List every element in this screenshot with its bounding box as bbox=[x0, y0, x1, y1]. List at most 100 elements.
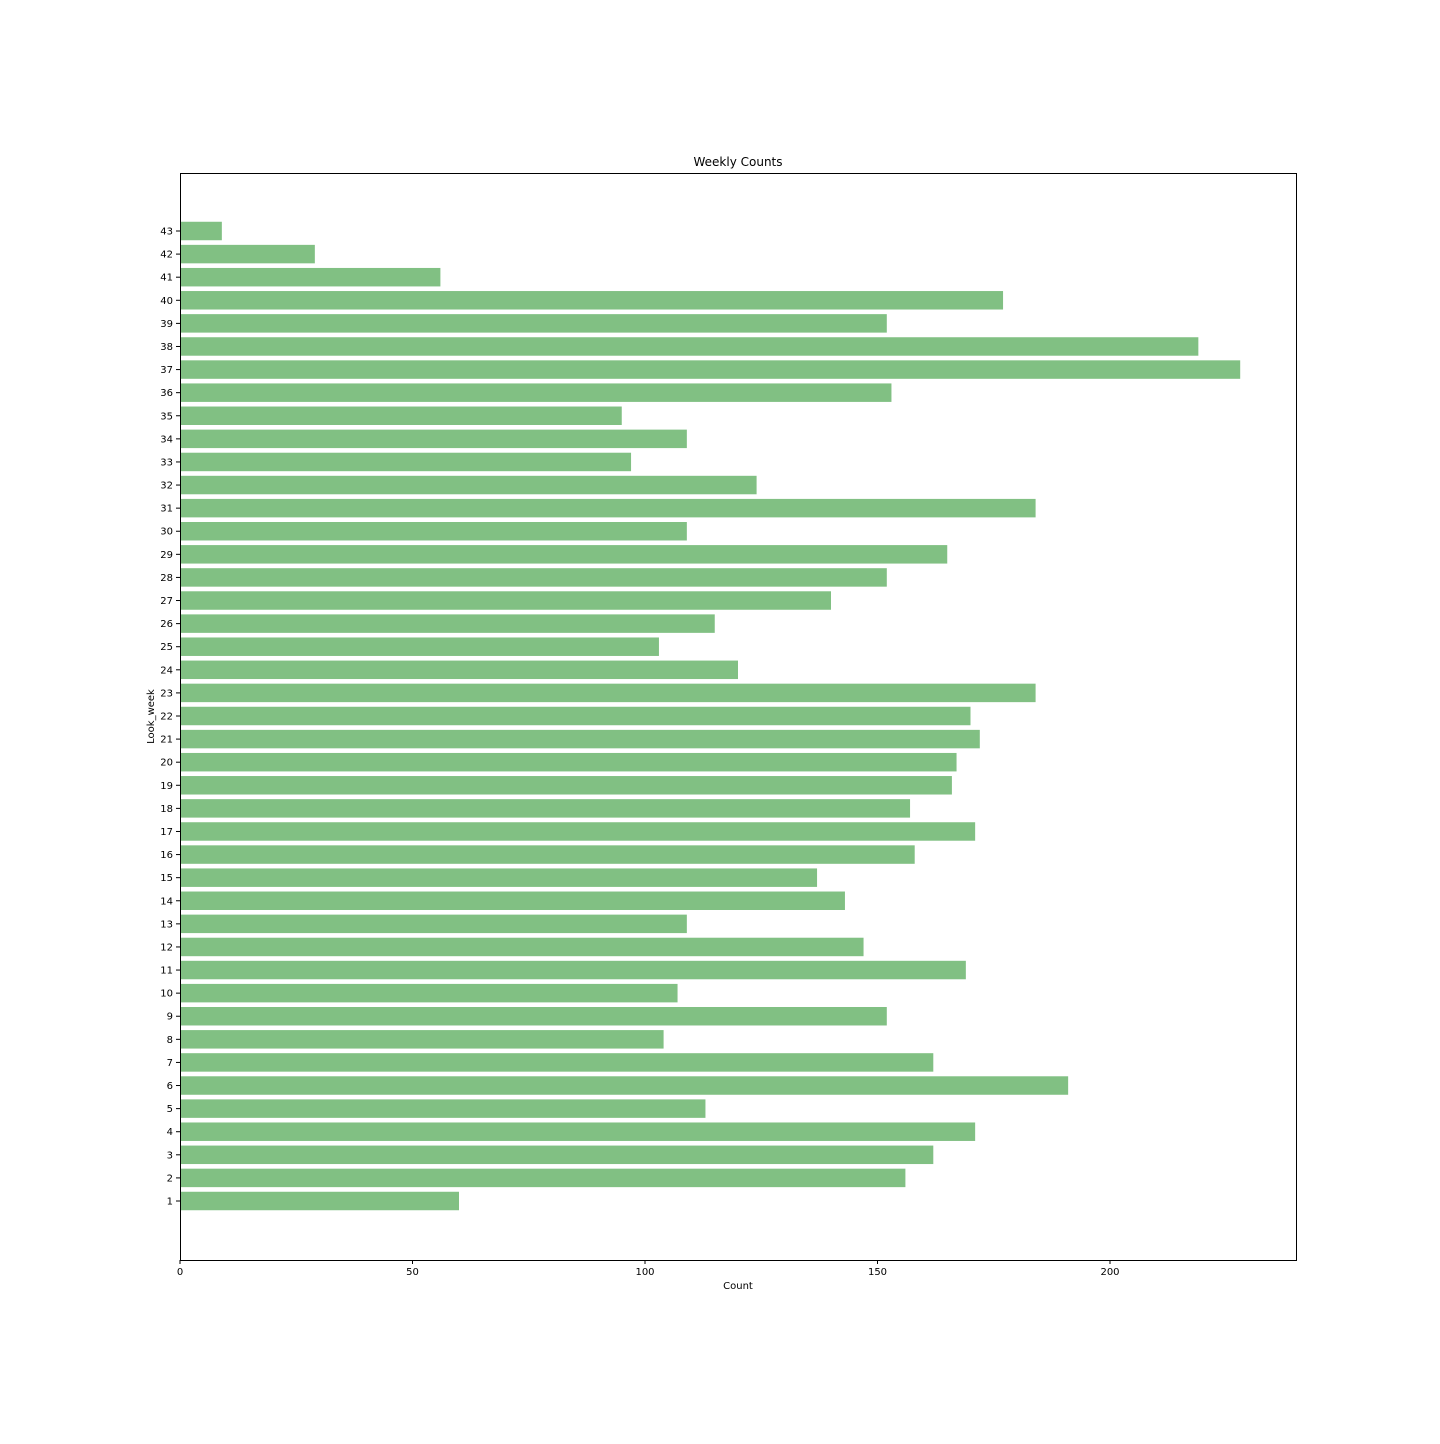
x-tick-label: 100 bbox=[635, 1267, 654, 1278]
bar-week-6 bbox=[180, 1076, 1069, 1095]
bar-week-27 bbox=[180, 591, 831, 610]
bar-week-7 bbox=[180, 1053, 934, 1072]
bar-week-10 bbox=[180, 983, 678, 1003]
bar-week-34 bbox=[180, 429, 687, 449]
y-tick-label: 20 bbox=[160, 758, 173, 769]
y-tick-label: 36 bbox=[160, 388, 173, 399]
y-tick-label: 3 bbox=[167, 1150, 173, 1161]
y-tick-label: 8 bbox=[167, 1035, 173, 1046]
y-tick-label: 11 bbox=[160, 966, 173, 977]
x-tick-label: 200 bbox=[1100, 1267, 1119, 1278]
bar-week-4 bbox=[180, 1122, 976, 1141]
bar-week-17 bbox=[180, 822, 976, 841]
y-tick-label: 9 bbox=[167, 1012, 173, 1023]
y-tick-label: 4 bbox=[167, 1127, 173, 1138]
bar-week-31 bbox=[180, 498, 1036, 518]
y-tick-label: 17 bbox=[160, 827, 173, 838]
bar-week-2 bbox=[180, 1168, 906, 1188]
bar-week-24 bbox=[180, 660, 738, 680]
y-tick-label: 1 bbox=[167, 1197, 173, 1208]
bar-week-40 bbox=[180, 291, 1004, 310]
y-tick-label: 6 bbox=[167, 1081, 173, 1092]
bar-week-1 bbox=[180, 1191, 459, 1211]
y-axis-ticks: 1234567891011121314151617181920212223242… bbox=[160, 227, 180, 1208]
y-tick-label: 16 bbox=[160, 850, 173, 861]
y-tick-label: 14 bbox=[160, 896, 173, 907]
y-tick-label: 32 bbox=[160, 481, 173, 492]
bar-week-38 bbox=[180, 337, 1199, 356]
y-tick-label: 19 bbox=[160, 781, 173, 792]
bar-week-43 bbox=[180, 221, 222, 241]
x-tick-label: 150 bbox=[868, 1267, 887, 1278]
x-tick-label: 50 bbox=[406, 1267, 419, 1278]
y-tick-label: 10 bbox=[160, 989, 173, 1000]
y-tick-label: 21 bbox=[160, 735, 173, 746]
bar-week-5 bbox=[180, 1099, 706, 1118]
x-axis-ticks: 0 50 100 150 200 bbox=[177, 1260, 1120, 1278]
bar-week-35 bbox=[180, 406, 622, 425]
bar-week-16 bbox=[180, 845, 915, 864]
y-tick-label: 15 bbox=[160, 873, 173, 884]
bar-week-14 bbox=[180, 891, 845, 910]
bar-week-15 bbox=[180, 868, 818, 887]
bar-week-37 bbox=[180, 360, 1241, 379]
y-axis-label: Look_week bbox=[146, 689, 157, 744]
y-tick-label: 29 bbox=[160, 550, 173, 561]
y-tick-label: 43 bbox=[160, 227, 173, 238]
bar-week-30 bbox=[180, 522, 687, 541]
bar-week-26 bbox=[180, 614, 715, 633]
bar-week-21 bbox=[180, 729, 980, 749]
bar-week-12 bbox=[180, 937, 864, 957]
bar-week-41 bbox=[180, 267, 441, 287]
y-tick-label: 13 bbox=[160, 919, 173, 930]
bar-week-22 bbox=[180, 706, 971, 726]
y-tick-label: 5 bbox=[167, 1104, 173, 1115]
y-tick-label: 33 bbox=[160, 457, 173, 468]
y-tick-label: 27 bbox=[160, 596, 173, 607]
bar-week-3 bbox=[180, 1145, 934, 1165]
chart-title: Weekly Counts bbox=[693, 155, 782, 169]
bars-layer bbox=[180, 221, 1241, 1211]
bar-week-42 bbox=[180, 244, 315, 264]
y-tick-label: 39 bbox=[160, 319, 173, 330]
y-tick-label: 28 bbox=[160, 573, 173, 584]
y-tick-label: 42 bbox=[160, 250, 173, 261]
bar-week-19 bbox=[180, 776, 952, 795]
y-tick-label: 35 bbox=[160, 411, 173, 422]
bar-week-32 bbox=[180, 475, 757, 495]
y-tick-label: 34 bbox=[160, 434, 173, 445]
y-tick-label: 37 bbox=[160, 365, 173, 376]
y-tick-label: 2 bbox=[167, 1173, 173, 1184]
y-tick-label: 7 bbox=[167, 1058, 173, 1069]
y-tick-label: 23 bbox=[160, 688, 173, 699]
bar-week-28 bbox=[180, 568, 887, 587]
bar-week-29 bbox=[180, 545, 948, 564]
y-tick-label: 25 bbox=[160, 642, 173, 653]
bar-week-20 bbox=[180, 752, 957, 772]
y-tick-label: 26 bbox=[160, 619, 173, 630]
x-tick-label: 0 bbox=[177, 1267, 183, 1278]
y-tick-label: 30 bbox=[160, 527, 173, 538]
bar-week-18 bbox=[180, 799, 911, 818]
y-tick-label: 41 bbox=[160, 273, 173, 284]
y-tick-label: 22 bbox=[160, 712, 173, 723]
bar-week-9 bbox=[180, 1007, 887, 1026]
y-tick-label: 12 bbox=[160, 942, 173, 953]
y-tick-label: 40 bbox=[160, 296, 173, 307]
bar-week-8 bbox=[180, 1030, 664, 1049]
x-axis-label: Count bbox=[723, 1281, 753, 1292]
bar-week-25 bbox=[180, 637, 659, 656]
plot-frame bbox=[180, 173, 1297, 1261]
y-tick-label: 31 bbox=[160, 504, 173, 515]
bar-week-23 bbox=[180, 683, 1036, 703]
bar-week-36 bbox=[180, 383, 892, 402]
bar-week-11 bbox=[180, 960, 966, 980]
bar-week-33 bbox=[180, 452, 632, 472]
y-tick-label: 38 bbox=[160, 342, 173, 353]
bar-week-13 bbox=[180, 914, 687, 934]
y-tick-label: 18 bbox=[160, 804, 173, 815]
bar-week-39 bbox=[180, 314, 887, 333]
y-tick-label: 24 bbox=[160, 665, 173, 676]
